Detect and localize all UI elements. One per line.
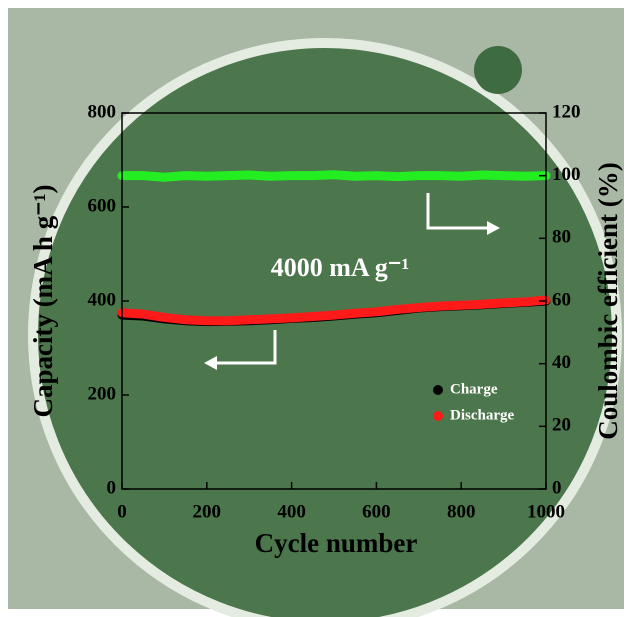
x-tick-label: 0 [117,501,127,522]
x-tick-label: 800 [447,501,476,522]
y2-tick-label: 20 [552,415,571,436]
series-line [122,175,546,178]
y2-tick-label: 40 [552,352,571,373]
x-axis-label: Cycle number [255,528,418,558]
x-tick-label: 1000 [527,501,565,522]
y2-tick-label: 120 [552,101,581,122]
y-axis-label: Capacity (mA h g⁻¹) [28,184,58,417]
legend-marker [433,385,443,395]
y-tick-label: 0 [107,477,117,498]
annotation: 4000 mA g⁻¹ [271,253,410,282]
chart: 4000 mA g⁻¹ Cycle number Capacity (mA h … [0,0,632,617]
y-tick-label: 400 [88,289,117,310]
y-tick-label: 800 [88,101,117,122]
legend-label: Discharge [450,407,514,423]
y2-tick-label: 100 [552,164,581,185]
y2-tick-label: 80 [552,227,571,248]
y2-tick-label: 60 [552,289,571,310]
y-tick-label: 600 [88,195,117,216]
x-tick-label: 600 [362,501,391,522]
particle-small [474,46,522,94]
x-tick-label: 200 [193,501,222,522]
y2-axis-label: Coulombic efficient (%) [593,162,623,439]
legend-marker [433,411,443,421]
y2-tick-label: 0 [552,477,562,498]
legend-label: Charge [450,381,498,397]
y-tick-label: 200 [88,383,117,404]
x-tick-label: 400 [277,501,306,522]
